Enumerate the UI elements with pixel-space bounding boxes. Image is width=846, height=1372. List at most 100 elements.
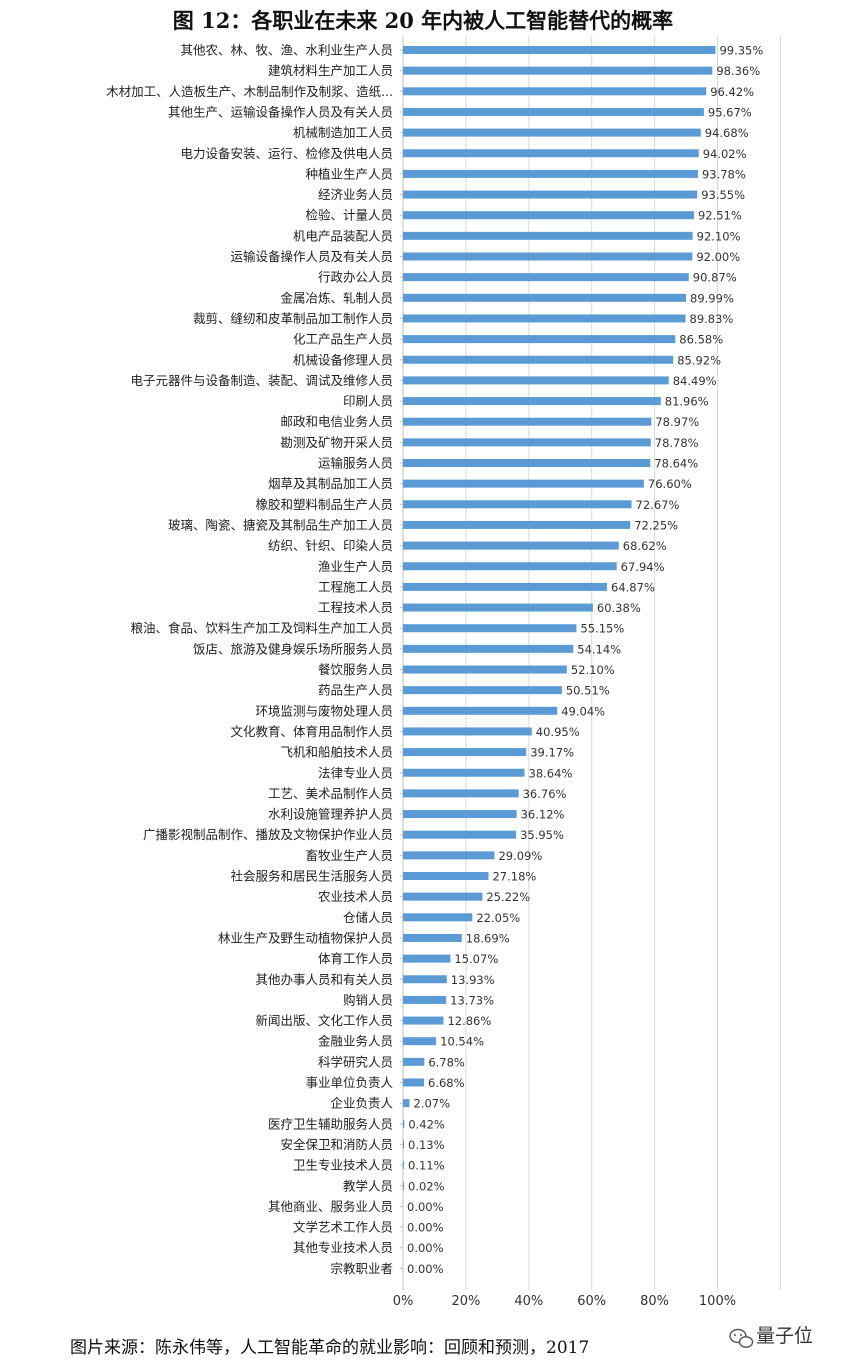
bar [403,892,483,901]
category-label: 种植业生产人员 [305,166,393,181]
bar [403,520,631,529]
bar [403,211,694,220]
wechat-icon [729,1328,754,1348]
category-label: 工艺、美术品制作人员 [268,786,393,801]
data-label: 89.99% [690,291,734,305]
data-label: 92.00% [696,250,740,264]
data-label: 38.64% [529,766,573,780]
category-label: 安全保卫和消防人员 [280,1137,393,1152]
bar [403,727,532,736]
data-label: 95.67% [708,105,752,119]
watermark: 量子位 [729,1325,813,1348]
category-label: 林业生产及野生动植物保护人员 [218,930,393,945]
bars [403,46,716,1190]
category-label: 事业单位负责人 [305,1075,393,1090]
bar [403,397,661,406]
data-label: 13.93% [451,973,495,987]
category-label: 科学研究人员 [318,1054,393,1069]
data-label: 27.18% [492,870,536,884]
category-label: 其他专业技术人员 [293,1240,393,1255]
bar [403,1161,404,1170]
category-label: 广播影视制品制作、播放及文物保护作业人员 [143,827,393,842]
bar [403,582,608,591]
category-label: 社会服务和居民生活服务人员 [230,869,393,884]
category-label: 工程技术人员 [318,600,393,615]
data-label: 94.02% [703,147,747,161]
data-label: 0.00% [407,1241,444,1255]
bar [403,872,489,880]
x-tick-label: 60% [577,1294,606,1309]
bar [403,355,674,364]
category-label: 新闻出版、文化工作人员 [255,1013,393,1028]
data-label: 78.64% [654,457,698,471]
bar [403,603,593,612]
data-label: 96.42% [710,85,754,99]
data-label: 0.02% [408,1179,445,1193]
data-label: 64.87% [611,580,655,594]
category-label: 橡胶和塑料制品生产人员 [255,497,393,512]
category-label: 金融业务人员 [318,1034,393,1049]
category-label: 木材加工、人造板生产、木制品制作及制浆、造纸... [106,84,393,99]
bar [403,459,651,467]
data-label: 55.15% [580,622,624,636]
bar [403,1037,437,1046]
category-label: 运输设备操作人员及有关人员 [230,249,393,264]
data-label: 94.68% [705,126,749,140]
value-labels: 99.35% 98.36% 96.42% 95.67% 94.68% 94.02% 93.7… [407,44,763,1276]
data-label: 25.22% [486,890,530,904]
data-label: 98.36% [716,64,760,78]
category-label: 其他办事人员和有关人员 [255,972,393,987]
bar [403,830,517,839]
x-tick-label: 100% [699,1294,736,1309]
bar [403,954,451,963]
bar [403,1140,404,1149]
bar [403,1181,404,1190]
bar [403,810,517,819]
data-label: 93.78% [702,167,746,181]
category-label: 药品生产人员 [318,683,393,698]
data-label: 85.92% [677,353,721,367]
data-label: 0.13% [408,1138,445,1152]
bar [403,149,699,158]
category-label: 玻璃、陶瓷、搪瓷及其制品生产加工人员 [168,517,393,532]
category-label: 电力设备安装、运行、检修及供电人员 [180,146,393,161]
data-label: 0.00% [407,1262,444,1276]
data-label: 86.58% [679,333,723,347]
category-label: 邮政和电信业务人员 [280,414,393,429]
bar [403,87,707,96]
bar [403,107,704,116]
source-caption: 图片来源：陈永伟等，人工智能革命的就业影响：回顾和预测，2017 [70,1338,589,1358]
data-label: 81.96% [665,395,709,409]
data-label: 6.68% [428,1076,465,1090]
data-label: 13.73% [450,993,494,1007]
data-label: 78.78% [655,436,699,450]
category-label: 其他商业、服务业人员 [268,1199,393,1214]
category-label: 畜牧业生产人员 [305,848,393,863]
category-label: 其他生产、运输设备操作人员及有关人员 [168,104,393,119]
bar [403,479,644,488]
data-label: 12.86% [447,1014,491,1028]
bar [403,975,447,984]
category-label: 其他农、林、牧、渔、水利业生产人员 [180,43,393,58]
data-label: 72.25% [634,518,678,532]
category-label: 机电产品装配人员 [293,228,393,243]
category-labels: 其他农、林、牧、渔、水利业生产人员建筑材料生产加工人员木材加工、人造板生产、木制… [106,43,393,1276]
chart-title: 图 12：各职业在未来 20 年内被人工智能替代的概率 [173,8,673,33]
x-tick-label: 40% [514,1294,543,1309]
category-label: 环境监测与废物处理人员 [255,703,393,718]
bar [403,748,527,757]
category-label: 电子元器件与设备制造、装配、调试及维修人员 [130,373,393,388]
data-label: 99.35% [719,44,763,58]
data-label: 10.54% [440,1035,484,1049]
data-label: 2.07% [414,1097,451,1111]
data-label: 90.87% [693,271,737,285]
data-label: 0.11% [408,1159,445,1173]
category-label: 工程施工人员 [318,579,393,594]
bar [403,665,567,674]
bar [403,231,693,240]
data-label: 68.62% [623,539,667,553]
data-label: 0.00% [407,1221,444,1235]
data-label: 35.95% [520,828,564,842]
data-label: 54.14% [577,642,621,656]
